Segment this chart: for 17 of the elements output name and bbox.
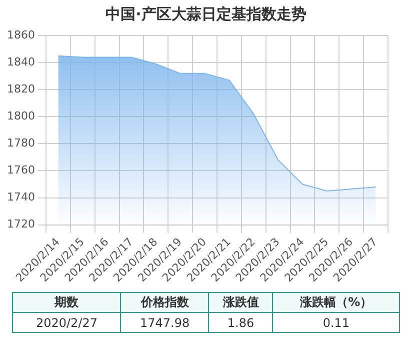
text: 1747.98 bbox=[120, 312, 209, 332]
text: 期数 bbox=[12, 292, 121, 312]
y-tick-label: 1840 bbox=[6, 55, 35, 68]
y-tick-label: 1760 bbox=[6, 164, 35, 177]
y-tick-label: 1780 bbox=[6, 136, 35, 150]
text: 涨跌值 bbox=[208, 292, 273, 312]
y-tick-label: 1800 bbox=[6, 110, 35, 123]
y-tick-label: 1820 bbox=[6, 82, 35, 96]
text: 0.11 bbox=[272, 312, 400, 332]
y-tick-label: 1720 bbox=[6, 218, 35, 231]
text: 价格指数 bbox=[120, 292, 209, 312]
text: 1.86 bbox=[208, 312, 273, 332]
y-tick-label: 1740 bbox=[6, 190, 35, 204]
chart-title: 中国·产区大蒜日定基指数走势 bbox=[104, 4, 308, 25]
y-tick-label: 1860 bbox=[6, 28, 35, 42]
text: 2020/2/27 bbox=[12, 312, 121, 332]
text: 涨跌幅（%） bbox=[272, 292, 400, 312]
